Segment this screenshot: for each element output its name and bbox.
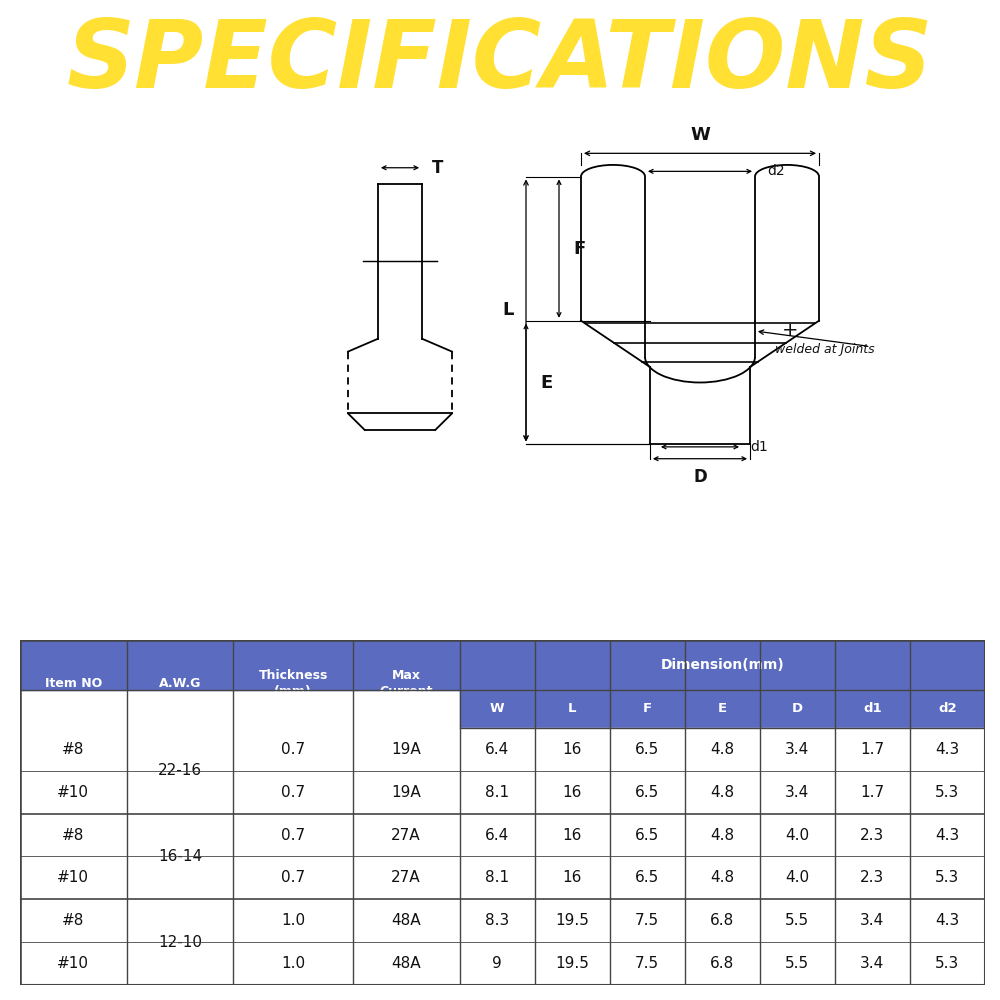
Text: 3.4: 3.4 — [860, 913, 885, 928]
Text: Thickness
(mm): Thickness (mm) — [258, 669, 328, 698]
Text: d1: d1 — [863, 702, 882, 716]
Bar — [20, 640, 985, 690]
Text: 1.0: 1.0 — [281, 956, 305, 971]
Text: 27A: 27A — [391, 828, 421, 843]
Text: D: D — [693, 468, 707, 486]
Text: 16: 16 — [562, 742, 582, 757]
Text: 16: 16 — [562, 785, 582, 800]
Text: 4.8: 4.8 — [710, 785, 734, 800]
Text: W: W — [690, 126, 710, 144]
Text: 2.3: 2.3 — [860, 828, 885, 843]
Text: #8: #8 — [62, 913, 85, 928]
Text: 8.1: 8.1 — [485, 785, 509, 800]
Text: #10: #10 — [57, 956, 89, 971]
Text: 7.5: 7.5 — [635, 913, 659, 928]
Text: d2: d2 — [767, 164, 785, 178]
Text: Dimension(mm): Dimension(mm) — [660, 658, 784, 672]
Text: 12-10: 12-10 — [158, 935, 202, 950]
Text: 48A: 48A — [391, 913, 421, 928]
Text: A.W.G: A.W.G — [159, 677, 201, 690]
Text: 1.7: 1.7 — [860, 785, 884, 800]
Text: 5.3: 5.3 — [935, 956, 960, 971]
Text: E: E — [540, 373, 552, 391]
Text: 0.7: 0.7 — [281, 828, 305, 843]
Text: 4.8: 4.8 — [710, 870, 734, 885]
Text: 9: 9 — [492, 956, 502, 971]
Bar — [20, 771, 985, 814]
Text: #8: #8 — [62, 828, 85, 843]
Text: d2: d2 — [938, 702, 957, 716]
Text: 4.3: 4.3 — [935, 742, 960, 757]
Text: L: L — [568, 702, 576, 716]
Text: E: E — [718, 702, 727, 716]
Text: 5.5: 5.5 — [785, 913, 809, 928]
Text: 4.8: 4.8 — [710, 828, 734, 843]
Text: Item NO: Item NO — [45, 677, 102, 690]
Text: 5.3: 5.3 — [935, 870, 960, 885]
Text: #10: #10 — [57, 870, 89, 885]
Bar — [20, 899, 985, 942]
Text: 5.5: 5.5 — [785, 956, 809, 971]
Text: 4.0: 4.0 — [785, 870, 809, 885]
Text: SPECIFICATIONS: SPECIFICATIONS — [67, 16, 933, 108]
Text: 6.4: 6.4 — [485, 742, 509, 757]
Bar — [460, 690, 985, 728]
Text: 2.3: 2.3 — [860, 870, 885, 885]
Text: 6.8: 6.8 — [710, 956, 734, 971]
Text: #10: #10 — [57, 785, 89, 800]
Text: 6.8: 6.8 — [710, 913, 734, 928]
Text: 4.0: 4.0 — [785, 828, 809, 843]
Text: 48A: 48A — [391, 956, 421, 971]
Bar — [20, 942, 985, 985]
Text: D: D — [792, 702, 803, 716]
Text: 4.8: 4.8 — [710, 742, 734, 757]
Text: F: F — [643, 702, 652, 716]
Text: W: W — [490, 702, 504, 716]
Text: Max
Current: Max Current — [379, 669, 433, 698]
Bar — [20, 728, 985, 771]
Text: 22-16: 22-16 — [158, 763, 202, 778]
Text: d1: d1 — [750, 440, 768, 454]
Text: 16: 16 — [562, 828, 582, 843]
Text: 5.3: 5.3 — [935, 785, 960, 800]
Text: 0.7: 0.7 — [281, 742, 305, 757]
Text: 16: 16 — [562, 870, 582, 885]
Text: 6.5: 6.5 — [635, 742, 659, 757]
Text: 1.7: 1.7 — [860, 742, 884, 757]
Text: 6.4: 6.4 — [485, 828, 509, 843]
Text: 19.5: 19.5 — [555, 956, 589, 971]
Text: 8.3: 8.3 — [485, 913, 509, 928]
Text: 7.5: 7.5 — [635, 956, 659, 971]
Text: 3.4: 3.4 — [860, 956, 885, 971]
Text: L: L — [503, 301, 514, 319]
Text: 16-14: 16-14 — [158, 849, 202, 864]
Text: 27A: 27A — [391, 870, 421, 885]
Bar — [20, 856, 985, 899]
Text: #8: #8 — [62, 742, 85, 757]
Text: 4.3: 4.3 — [935, 913, 960, 928]
Text: 4.3: 4.3 — [935, 828, 960, 843]
Text: +: + — [782, 322, 798, 340]
Text: 19.5: 19.5 — [555, 913, 589, 928]
Text: 3.4: 3.4 — [785, 742, 809, 757]
Text: 0.7: 0.7 — [281, 785, 305, 800]
Text: 19A: 19A — [391, 742, 421, 757]
Text: F: F — [573, 240, 585, 258]
Text: 6.5: 6.5 — [635, 785, 659, 800]
Text: 3.4: 3.4 — [785, 785, 809, 800]
Text: 19A: 19A — [391, 785, 421, 800]
Text: 8.1: 8.1 — [485, 870, 509, 885]
Bar — [20, 814, 985, 856]
Text: T: T — [432, 159, 443, 177]
Text: welded at Joints: welded at Joints — [775, 343, 875, 356]
Text: 6.5: 6.5 — [635, 828, 659, 843]
Text: 0.7: 0.7 — [281, 870, 305, 885]
Text: 1.0: 1.0 — [281, 913, 305, 928]
Text: 6.5: 6.5 — [635, 870, 659, 885]
